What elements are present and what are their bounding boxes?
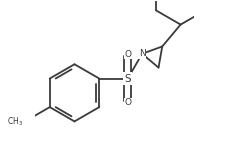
Text: CH$_3$: CH$_3$ — [7, 115, 23, 128]
Text: O: O — [124, 50, 131, 59]
Text: O: O — [124, 98, 131, 107]
Text: S: S — [125, 74, 131, 84]
Text: N: N — [139, 49, 145, 58]
